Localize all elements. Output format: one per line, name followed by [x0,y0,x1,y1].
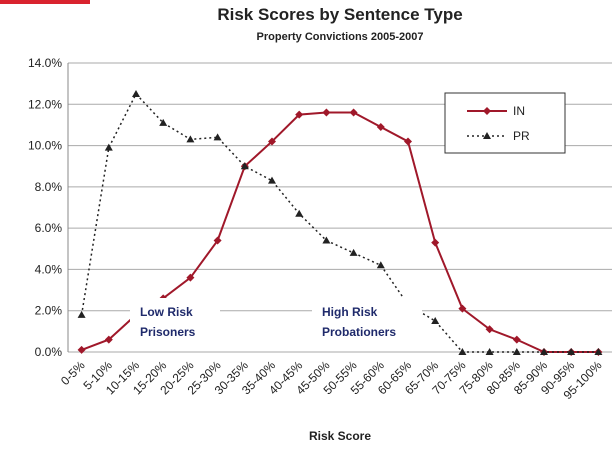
annotation-text: High Risk [322,305,378,319]
triangle-marker [349,248,358,256]
y-tick-label: 14.0% [28,56,62,70]
triangle-marker [431,317,440,325]
legend-label: IN [513,104,525,118]
annotation-box [312,298,422,350]
triangle-marker [213,133,222,141]
chart-title: Risk Scores by Sentence Type [217,5,462,24]
triangle-marker [77,310,86,318]
triangle-marker [322,236,331,244]
series-line [80,92,599,353]
triangle-marker [186,135,195,143]
decoration-bar [0,0,90,4]
legend-label: PR [513,129,530,143]
legend-marker [483,132,491,139]
triangle-marker [567,348,576,355]
legend-box [444,92,566,154]
annotation-text: Probationers [322,325,396,339]
legend-marker [483,107,491,115]
triangle-marker [159,118,168,126]
x-axis-title: Risk Score [309,429,371,443]
triangle-marker [376,261,385,269]
y-tick-label: 2.0% [35,304,63,318]
diamond-marker [77,345,86,354]
diamond-marker [431,238,440,247]
diamond-marker [404,137,412,146]
triangle-marker [458,348,467,355]
diamond-marker [349,108,358,117]
triangle-marker [132,89,140,97]
triangle-marker [594,348,603,355]
chart-subtitle: Property Convictions 2005-2007 [257,31,424,43]
triangle-marker [512,348,521,355]
triangle-marker [104,143,113,151]
diamond-marker [295,110,304,119]
diamond-marker [268,137,276,146]
y-tick-label: 4.0% [35,262,63,276]
diamond-marker [186,273,195,282]
triangle-marker [268,176,276,184]
triangle-marker [485,348,494,355]
y-tick-label: 10.0% [28,139,62,153]
annotation-text: Prisoners [140,325,196,339]
diamond-marker [485,325,494,334]
annotation-box [130,298,220,350]
y-tick-label: 12.0% [28,97,62,111]
annotation-text: Low Risk [140,305,193,319]
triangle-marker [540,348,548,355]
y-tick-label: 8.0% [35,180,63,194]
triangle-marker [240,162,249,170]
diamond-marker [322,108,331,117]
y-tick-label: 0.0% [35,345,63,359]
diamond-marker [458,304,467,313]
diamond-marker [104,335,113,344]
diamond-marker [376,122,385,131]
y-tick-label: 6.0% [35,221,63,235]
triangle-marker [295,209,304,217]
diamond-marker [512,335,521,344]
diamond-marker [213,236,222,245]
series-line [81,111,599,353]
